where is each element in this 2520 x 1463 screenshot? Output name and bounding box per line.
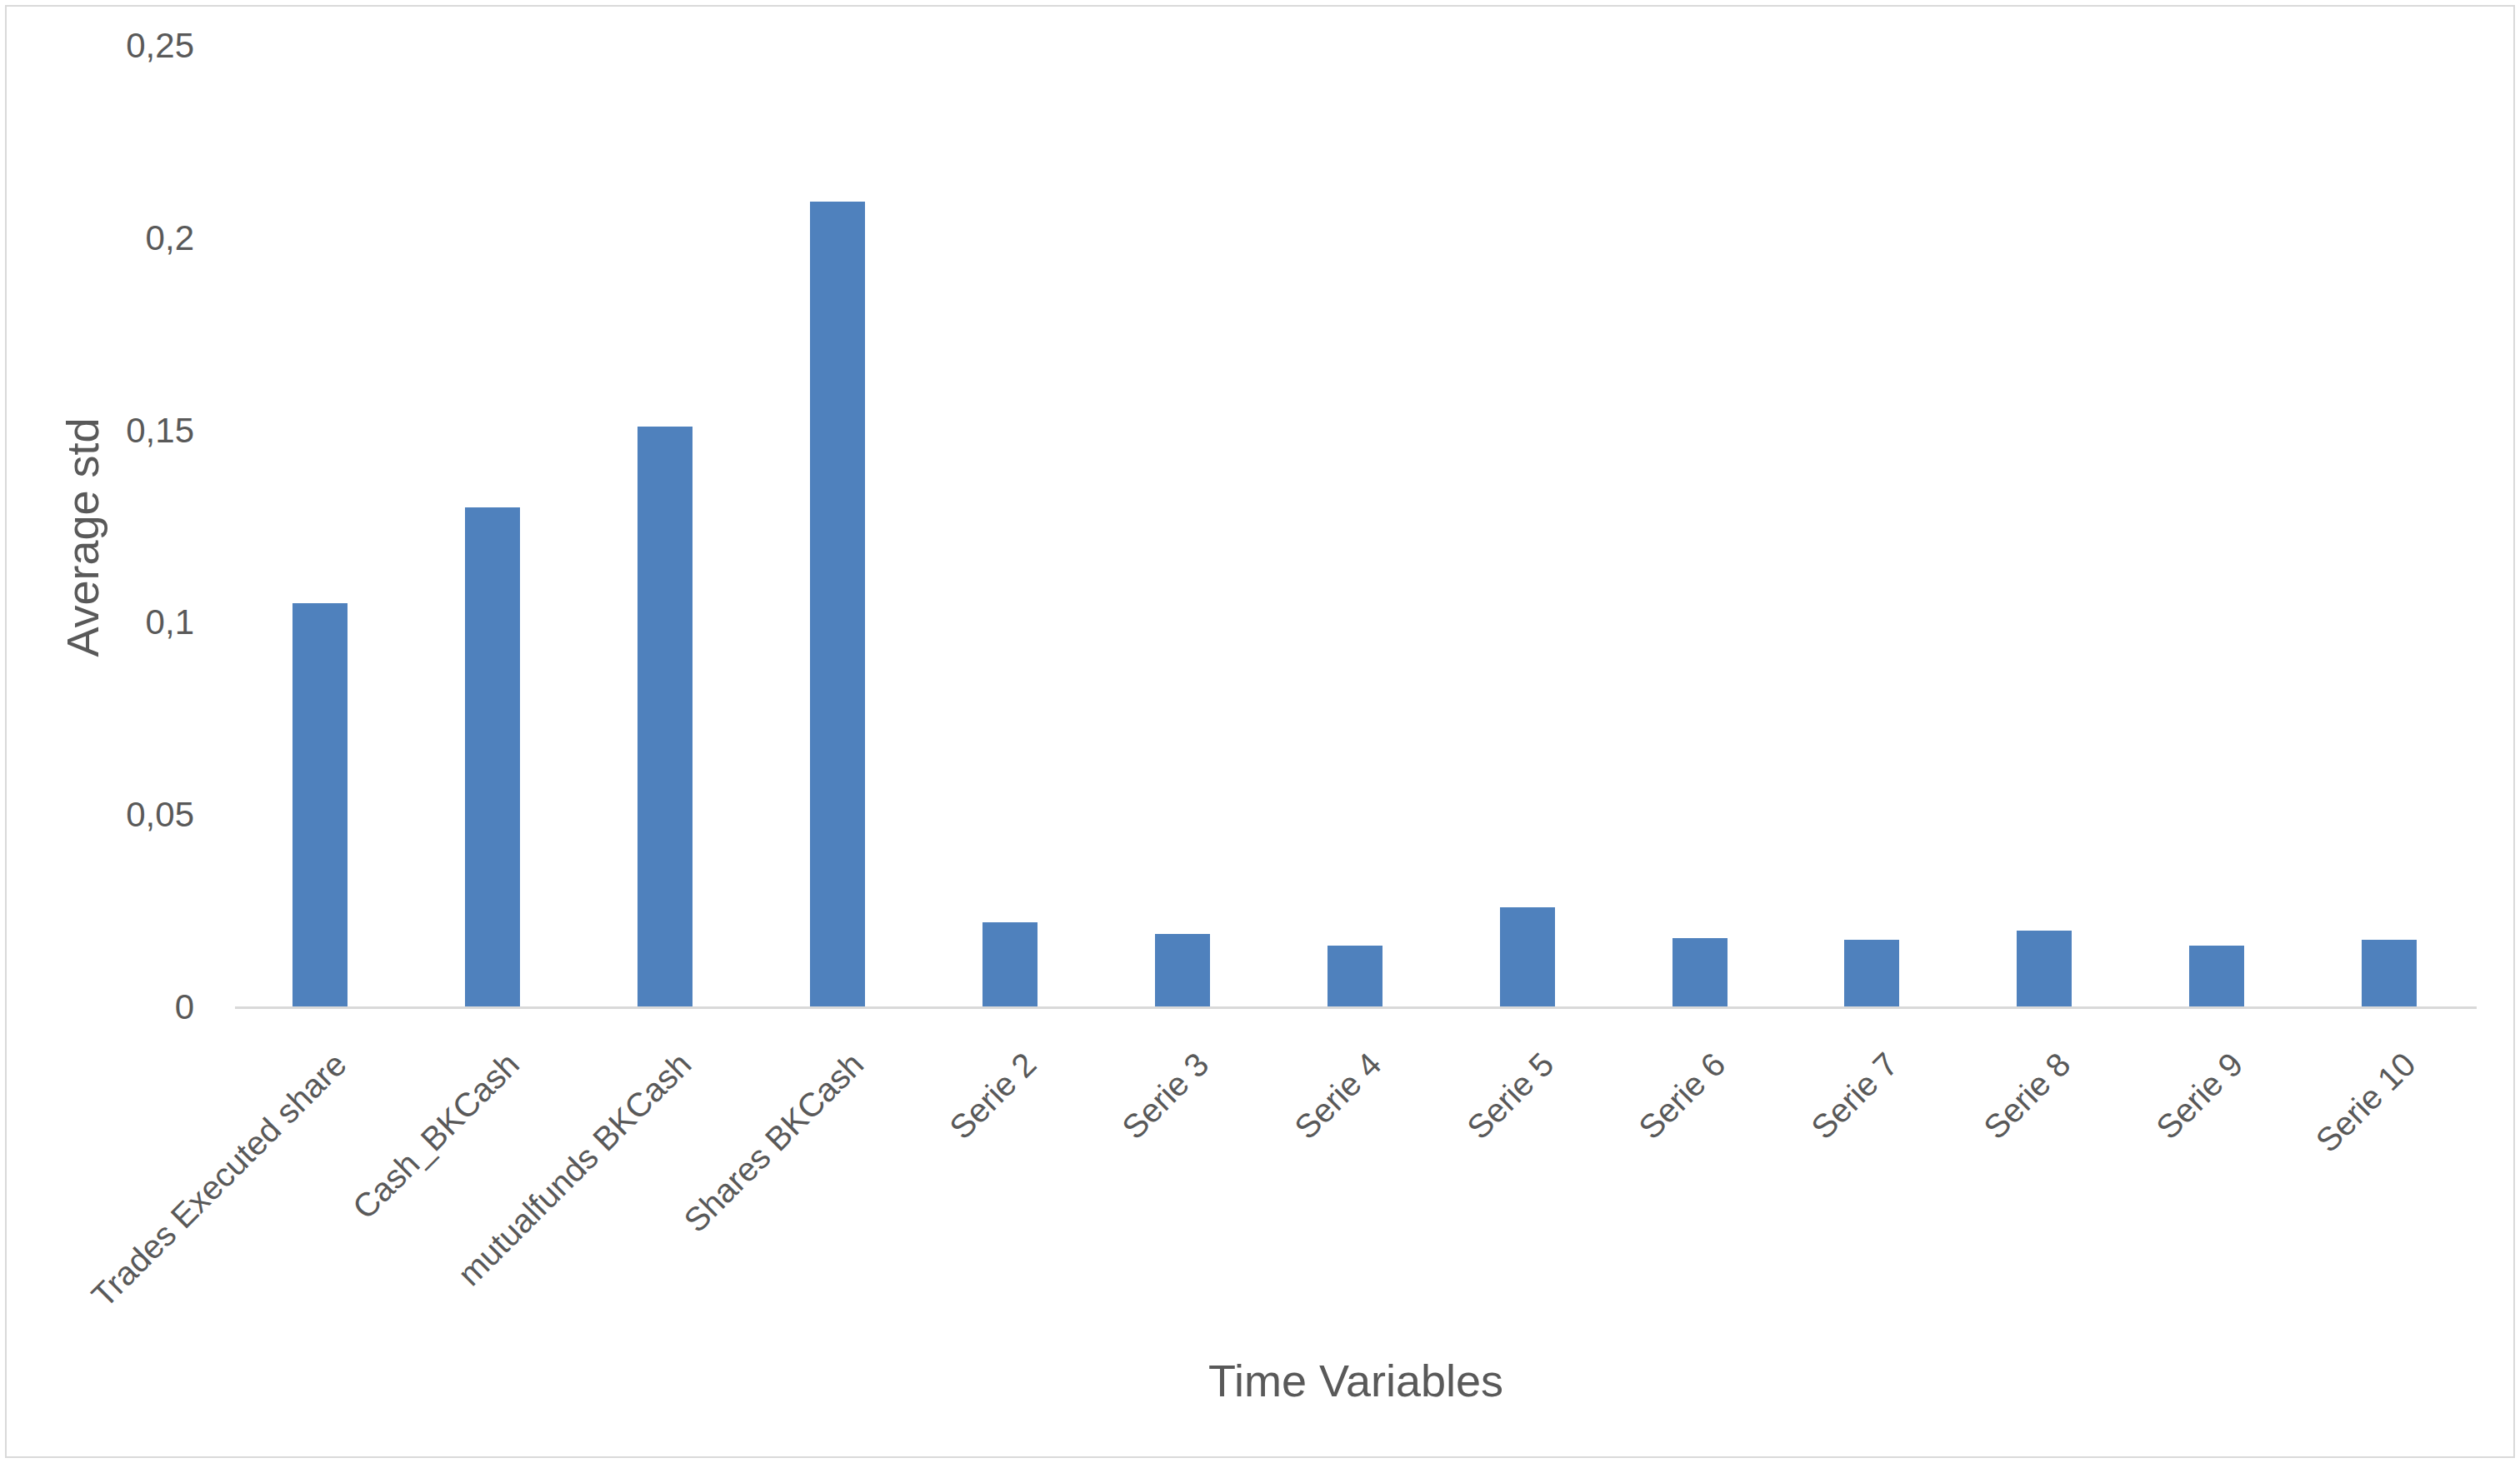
chart-border (5, 5, 2515, 1458)
y-axis-title: Average std (58, 267, 107, 808)
x-category-label: Serie 9 (2148, 1045, 2250, 1146)
bar-11 (2017, 931, 2072, 1007)
bar-1 (292, 603, 348, 1007)
bar-10 (1844, 940, 1899, 1007)
x-axis-title: Time Variables (235, 1356, 2477, 1405)
bar-12 (2189, 946, 2244, 1007)
y-tick-label: 0,1 (52, 602, 194, 642)
x-category-label: Cash_BKCash (344, 1045, 526, 1226)
y-tick-label: 0,2 (52, 218, 194, 258)
bar-3 (638, 427, 692, 1007)
bar-8 (1500, 907, 1555, 1007)
y-tick-label: 0,05 (52, 795, 194, 835)
x-category-label: Serie 10 (2308, 1045, 2423, 1160)
y-tick-label: 0,15 (52, 411, 194, 451)
bar-7 (1328, 946, 1382, 1007)
y-tick-label: 0 (52, 987, 194, 1027)
bar-6 (1155, 934, 1210, 1007)
x-category-label: Serie 4 (1287, 1045, 1388, 1146)
bar-5 (982, 922, 1038, 1007)
y-tick-label: 0,25 (52, 26, 194, 66)
bar-9 (1672, 938, 1728, 1007)
x-category-label: Serie 5 (1459, 1045, 1561, 1146)
x-category-label: Serie 7 (1803, 1045, 1905, 1146)
x-category-label: Serie 8 (1976, 1045, 2078, 1146)
x-category-label: Serie 6 (1631, 1045, 1732, 1146)
x-category-label: Trades Executed share (84, 1045, 354, 1315)
bar-4 (810, 202, 865, 1007)
x-category-label: Serie 3 (1114, 1045, 1216, 1146)
x-axis-line (235, 1006, 2477, 1009)
x-category-label: Shares BKCash (677, 1045, 872, 1240)
bar-2 (465, 507, 520, 1007)
bar-chart: Average std Time Variables 0 0,05 0,1 0,15 0… (0, 0, 2520, 1463)
bar-13 (2362, 940, 2417, 1007)
x-category-label: Serie 2 (942, 1045, 1043, 1146)
